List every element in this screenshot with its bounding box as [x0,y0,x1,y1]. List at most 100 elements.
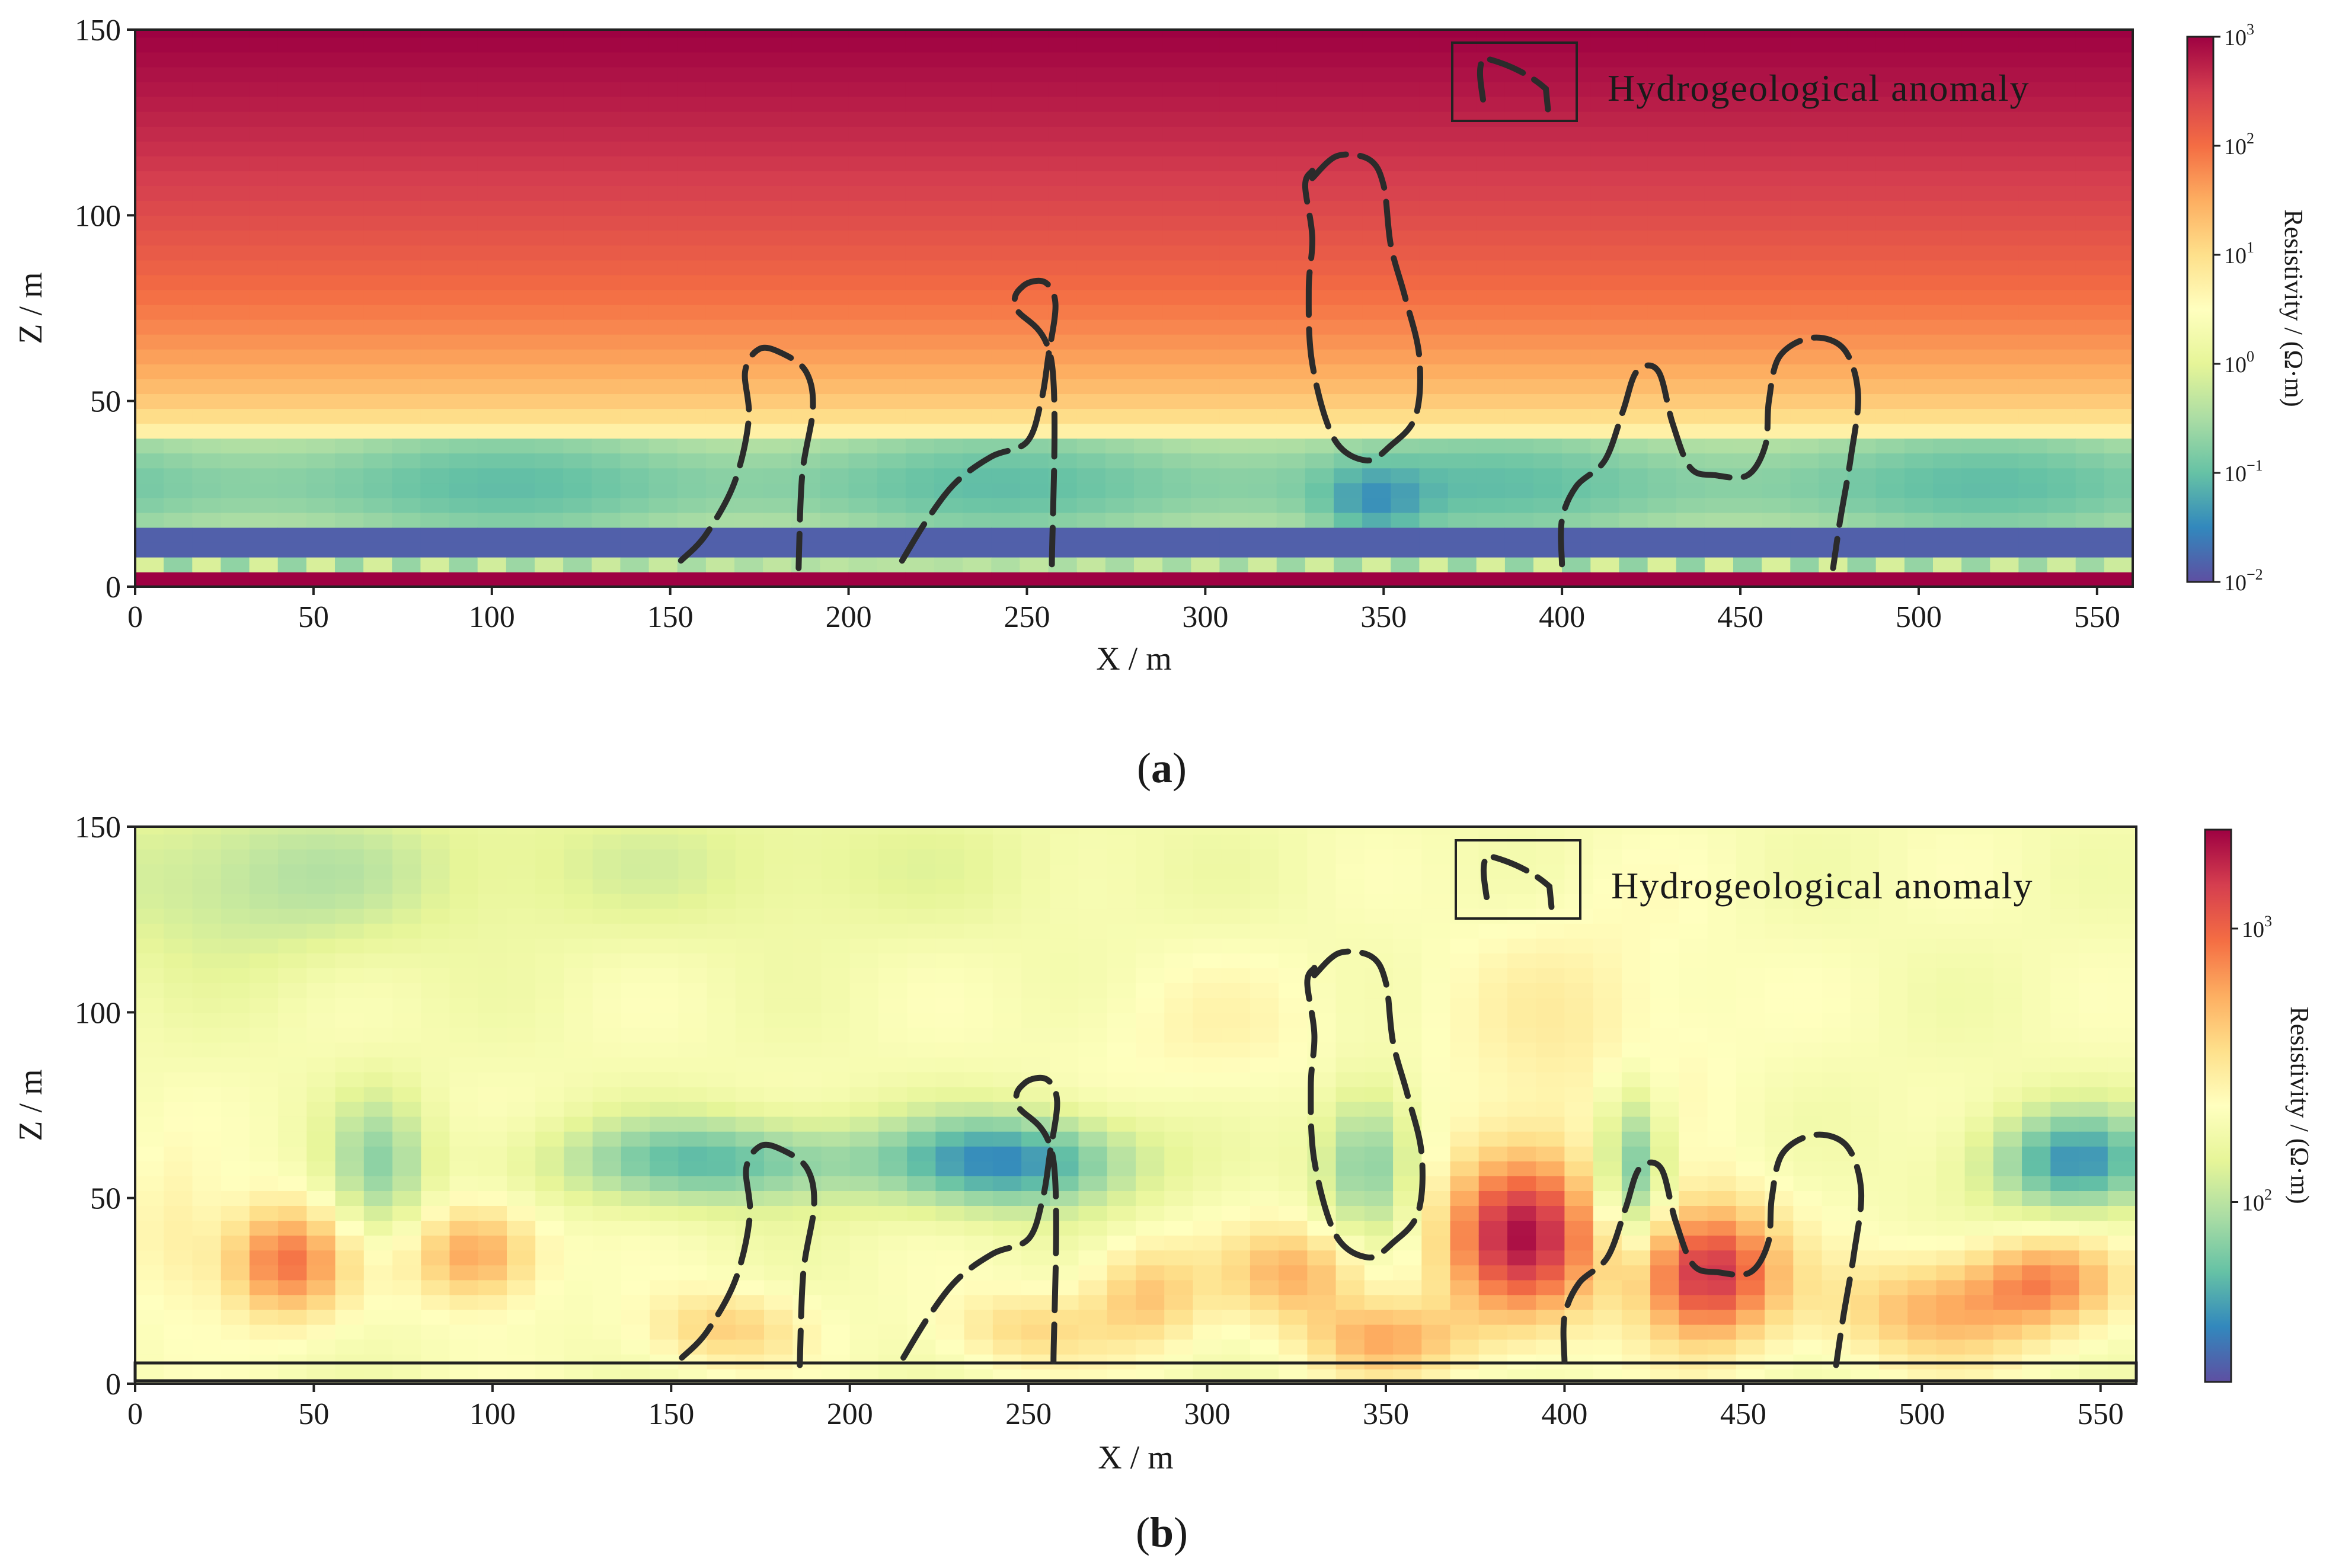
heatmap-cell [1564,1042,1594,1058]
heatmap-cell [2047,245,2076,261]
heatmap-cell [1391,141,1420,156]
heatmap-cell [2104,423,2133,439]
heatmap-cell [221,893,250,909]
heatmap-cell [1191,66,1220,82]
heatmap-cell [1021,1339,1051,1355]
heatmap-cell [1875,497,1905,513]
heatmap-cell [449,1294,479,1310]
heatmap-cell [992,997,1022,1013]
heatmap-cell [963,408,992,424]
heatmap-cell [1105,393,1135,409]
heatmap-cell [878,953,908,968]
heatmap-cell [592,908,622,924]
heatmap-cell [363,968,393,983]
heatmap-cell [1961,438,1990,454]
heatmap-cell [791,171,821,186]
heatmap-cell [1904,289,1934,305]
heatmap-cell [1248,185,1277,201]
heatmap-cell [1793,1161,1823,1176]
heatmap-cell [1733,111,1762,127]
heatmap-cell [1250,863,1279,879]
heatmap-cell [1533,215,1562,231]
heatmap-cell [1790,556,1820,572]
heatmap-cell [991,52,1021,68]
heatmap-cell [592,1161,622,1176]
heatmap-cell [449,1339,479,1355]
heatmap-cell [363,453,392,469]
heatmap-cell [734,111,763,127]
colorbar-tick-exp: 0 [2247,348,2254,365]
heatmap-cell [1562,215,1591,231]
heatmap-cell [1647,200,1677,216]
heatmap-cell [735,938,765,953]
heatmap-cell [1221,1176,1251,1191]
heatmap-cell [620,453,650,469]
heatmap-cell [992,908,1022,924]
heatmap-cell [1050,968,1079,983]
heatmap-cell [1021,1086,1051,1102]
heatmap-cell [1736,997,1765,1013]
heatmap-cell [1536,1145,1565,1161]
heatmap-cell [1305,408,1334,424]
heatmap-cell [564,953,593,968]
heatmap-cell [1847,542,1877,558]
heatmap-cell [1248,468,1277,484]
heatmap-cell [278,1057,308,1073]
heatmap-cell [592,30,621,38]
heatmap-cell [821,1324,851,1340]
heatmap-cell [392,230,421,246]
heatmap-cell [592,348,621,364]
heatmap-cell [877,274,906,290]
heatmap-cell [763,245,792,261]
heatmap-cell [221,438,250,454]
heatmap-cell [1933,185,1962,201]
heatmap-cell [935,968,965,983]
heatmap-cell [1961,319,1990,335]
heatmap-cell [1762,230,1791,246]
heatmap-cell [621,849,650,865]
heatmap-cell [621,1161,650,1176]
heatmap-cell [392,1339,422,1355]
heatmap-cell [2075,171,2105,186]
heatmap-cell [1762,156,1791,171]
heatmap-cell [306,482,335,498]
heatmap-cell [135,1309,164,1325]
heatmap-cell [1679,1205,1708,1221]
heatmap-cell [564,1101,593,1117]
heatmap-cell [477,200,507,216]
heatmap-cell [1364,1309,1394,1325]
heatmap-cell [849,1086,879,1102]
heatmap-cell [221,171,250,186]
heatmap-cell [848,423,878,439]
heatmap-cell [620,334,650,350]
heatmap-cell [1476,156,1506,171]
heatmap-cell [1504,334,1534,350]
heatmap-cell [1736,1057,1765,1073]
heatmap-cell [934,111,963,127]
heatmap-cell [1219,497,1249,513]
heatmap-cell [1020,482,1049,498]
heatmap-cell [1221,938,1251,953]
heatmap-cell [1076,527,1106,543]
heatmap-cell [449,348,478,364]
heatmap-cell [592,393,621,409]
heatmap-cell [1762,512,1791,528]
heatmap-cell [1847,274,1877,290]
heatmap-cell [705,141,735,156]
heatmap-cell [1279,1116,1308,1132]
heatmap-cell [1875,274,1905,290]
heatmap-cell [1621,827,1651,835]
heatmap-cell [677,274,707,290]
heatmap-cell [1076,497,1106,513]
heatmap-cell [277,379,307,394]
heatmap-cell [1875,379,1905,394]
heatmap-cell [1533,379,1562,394]
heatmap-cell [392,834,422,850]
heatmap-cell [363,126,392,142]
heatmap-cell [1219,111,1249,127]
heatmap-cell [1421,997,1451,1013]
heatmap-cell [221,185,250,201]
heatmap-cell [1733,497,1762,513]
heatmap-cell [1762,52,1791,68]
heatmap-cell [848,571,878,587]
